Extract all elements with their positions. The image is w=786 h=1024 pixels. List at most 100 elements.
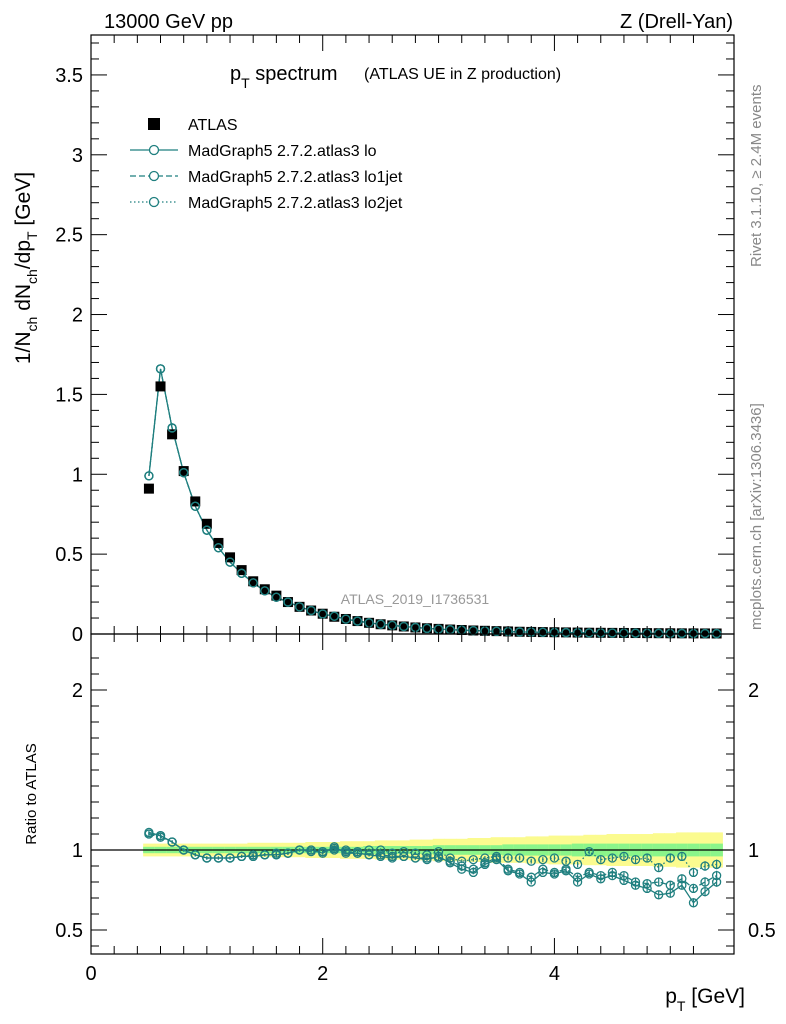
mc-data-point-3 <box>167 423 177 433</box>
ratio-point-2 <box>306 845 316 855</box>
atlas-data-point <box>352 616 363 627</box>
ratio-point-1 <box>700 877 710 887</box>
ratio-point-2 <box>677 851 687 862</box>
atlas-data-point <box>514 626 525 637</box>
ratio-point-2 <box>283 848 293 858</box>
atlas-data-point <box>294 601 305 612</box>
header-left-label: 13000 GeV pp <box>104 11 233 33</box>
atlas-data-point <box>468 625 479 636</box>
ratio-point-2 <box>630 854 641 865</box>
ratio-point-2 <box>642 853 652 863</box>
ratio-series-line-1 <box>148 833 717 890</box>
main-ytick-label: 1.5 <box>55 384 83 406</box>
ratio-point-2 <box>711 859 722 870</box>
ratio-point-0 <box>654 890 664 900</box>
ratio-point-2 <box>294 845 305 855</box>
mc-data-point-3 <box>515 627 525 637</box>
ratio-point-2 <box>155 832 166 842</box>
ratio-point-2 <box>341 845 351 855</box>
ratio-ytick-label: 2 <box>72 680 83 702</box>
main-panel: 00.511.522.533.5 pT spectrum (ATLAS UE i… <box>12 34 735 646</box>
mc-data-point-3 <box>225 557 235 567</box>
ratio-point-1 <box>549 867 560 878</box>
mc-data-point-3 <box>283 597 293 607</box>
atlas-data-point <box>653 628 664 639</box>
mc-data-point-3 <box>607 628 618 638</box>
mc-data-point-3 <box>630 628 641 638</box>
atlas-data-point <box>143 483 154 494</box>
xlabel-main: p <box>665 985 677 1008</box>
ratio-point-2 <box>561 856 571 866</box>
ratio-point-2 <box>607 853 618 863</box>
atlas-data-point <box>630 628 641 639</box>
ratio-point-2 <box>549 853 560 863</box>
ratio-point-2 <box>387 848 397 858</box>
ratio-point-1 <box>572 872 583 882</box>
ratio-point-2 <box>433 846 444 857</box>
atlas-data-point <box>607 627 618 638</box>
ratio-point-2 <box>515 853 525 863</box>
ratio-point-1 <box>654 877 664 887</box>
ratio-point-1 <box>665 880 675 890</box>
ratio-point-2 <box>213 853 224 863</box>
ratio-point-2 <box>144 829 154 839</box>
ratio-point-1 <box>584 867 594 878</box>
ratio-point-1 <box>503 864 513 874</box>
legend-marker-atlas <box>148 118 160 130</box>
atlas-data-point <box>259 584 270 595</box>
mc-data-point-3 <box>654 628 664 638</box>
legend-label: MadGraph5 2.7.2.atlas3 lo <box>188 143 377 160</box>
ratio-point-2 <box>190 850 200 860</box>
ratio-point-2 <box>271 848 282 858</box>
mcplots-label: mcplots.cern.ch [arXiv:1306.3436] <box>748 403 765 630</box>
ratio-ytick-label-right: 2 <box>748 680 759 702</box>
atlas-data-point <box>282 597 293 608</box>
ratio-ytick-label-right: 0.5 <box>748 920 776 942</box>
ratio-point-2 <box>572 859 583 870</box>
ratio-point-1 <box>607 867 618 878</box>
main-ytick-label: 1 <box>72 464 83 486</box>
ratio-point-2 <box>329 845 339 855</box>
atlas-data-point <box>248 576 259 587</box>
mc-data-point-3 <box>584 628 594 638</box>
ratio-point-1 <box>526 872 536 882</box>
ylabel-sub-1: ch <box>24 317 40 332</box>
ylabel-part-1: 1/N <box>12 331 35 364</box>
atlas-data-point <box>491 626 502 637</box>
ratio-point-2 <box>596 854 606 865</box>
atlas-data-point <box>398 621 409 632</box>
atlas-data-point <box>155 381 166 392</box>
ratio-point-1 <box>688 883 699 894</box>
mc-data-point-3 <box>248 578 258 588</box>
ratio-point-1 <box>642 878 652 889</box>
ratio-point-2 <box>468 854 478 865</box>
ratio-ytick-label: 0.5 <box>55 920 83 942</box>
ratio-ytick-label-right: 1 <box>748 840 759 862</box>
ratio-xtick-label: 0 <box>85 963 96 985</box>
atlas-data-point <box>340 613 351 624</box>
ratio-point-1 <box>711 870 722 881</box>
ratio-point-2 <box>375 845 386 855</box>
mc-data-point-3 <box>352 616 363 626</box>
atlas-data-point <box>201 518 212 529</box>
atlas-data-point <box>236 565 247 576</box>
ratio-point-2 <box>688 867 699 878</box>
main-ytick-label: 0 <box>72 624 83 646</box>
atlas-data-point <box>375 619 386 630</box>
mc-data-point-3 <box>236 568 247 578</box>
mc-data-point-3 <box>561 627 571 638</box>
xlabel-subscript: T <box>677 998 686 1014</box>
atlas-data-point <box>225 552 236 563</box>
ratio-point-2 <box>167 837 177 847</box>
main-ytick-label: 0.5 <box>55 544 83 566</box>
mc-data-point-3 <box>155 364 166 374</box>
mc-data-point-3 <box>202 525 212 535</box>
atlas-data-point <box>676 628 687 639</box>
ratio-point-2 <box>364 845 374 855</box>
ratio-point-2 <box>503 853 513 863</box>
ratio-ylabel: Ratio to ATLAS <box>23 743 40 844</box>
ratio-panel: 0.5 0.5 1 1 2 2 0 2 4 Ratio to ATLAS pT [GeV] <box>23 633 776 1014</box>
ylabel-part-4: [GeV] <box>12 172 35 232</box>
legend: ATLAS MadGraph5 2.7.2.atlas3 lo MadGraph5 … <box>130 117 403 212</box>
